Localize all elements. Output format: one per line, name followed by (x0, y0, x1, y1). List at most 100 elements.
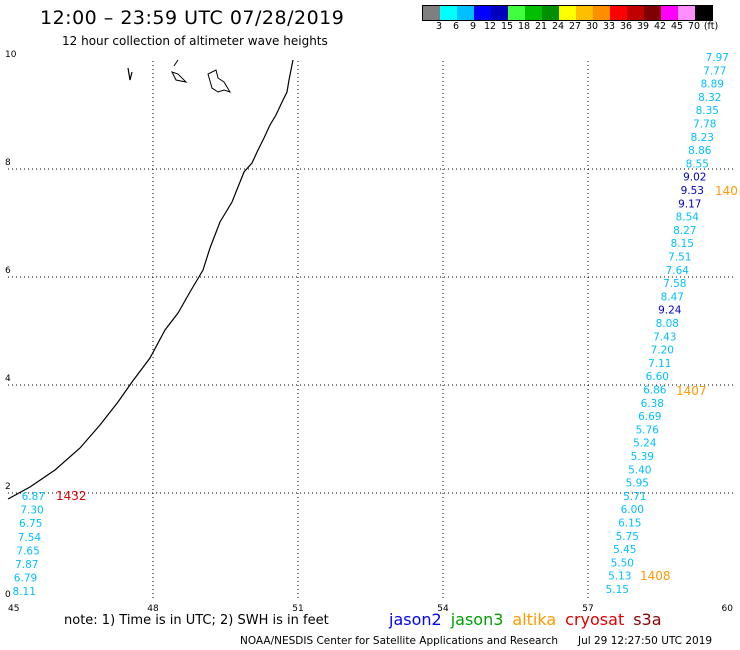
legend-tick-label: 30 (585, 21, 599, 32)
wave-height-label: 6.60 (646, 371, 669, 383)
legend-swatch (542, 6, 559, 20)
x-tick-label: 54 (437, 604, 449, 614)
wave-height-label: 8.15 (671, 238, 694, 250)
track-time-label: 1432 (56, 489, 87, 503)
wave-height-label: 7.64 (666, 265, 690, 277)
legend-swatch (457, 6, 474, 20)
wave-height-label: 6.75 (19, 518, 42, 530)
y-tick-label: 8 (5, 158, 11, 168)
wave-height-label: 9.02 (683, 172, 706, 184)
x-tick-label: 51 (292, 604, 303, 614)
timestamp: Jul 29 12:27:50 UTC 2019 (578, 635, 713, 647)
legend-tick-label: 45 (670, 21, 684, 32)
wave-height-label: 7.97 (706, 52, 729, 64)
legend-tick-label: 70 (687, 21, 701, 32)
x-tick-label: 57 (582, 604, 593, 614)
track-time-label: 1408 (640, 569, 671, 583)
page-subtitle: 12 hour collection of altimeter wave hei… (62, 34, 328, 48)
legend-tick-label: 15 (500, 21, 514, 32)
x-tick-label: 48 (147, 604, 159, 614)
wave-height-label: 8.27 (673, 225, 696, 237)
wave-height-label: 7.54 (18, 532, 42, 544)
y-tick-label: 6 (5, 266, 11, 276)
wave-height-label: 5.50 (611, 557, 634, 569)
legend-tick-label: 39 (636, 21, 650, 32)
legend-tick-label: 33 (602, 21, 616, 32)
satellite-key: jason2 jason3 altika cryosat s3a (389, 610, 671, 629)
satellite-jason2: jason2 (389, 610, 442, 629)
wave-height-label: 6.79 (14, 573, 37, 585)
wave-height-label: 9.17 (678, 198, 701, 210)
wave-height-label: 8.23 (691, 132, 714, 144)
wave-height-label: 6.69 (638, 411, 661, 423)
legend-tick-label: (ft) (703, 21, 719, 32)
y-tick-label: 10 (5, 50, 17, 60)
wave-height-label: 8.47 (661, 291, 684, 303)
wave-height-label: 7.65 (16, 545, 39, 557)
legend-swatch (678, 6, 695, 20)
coastline (7, 59, 294, 500)
wave-height-label: 7.30 (20, 505, 43, 517)
island (127, 67, 133, 81)
wave-height-label: 6.86 (643, 385, 667, 397)
wave-height-label: 8.55 (686, 158, 709, 170)
x-tick-label: 45 (8, 604, 19, 614)
wave-height-label: 8.35 (696, 105, 719, 117)
legend-swatch (525, 6, 542, 20)
legend-tick-label: 3 (435, 21, 443, 32)
legend-swatch (559, 6, 576, 20)
wave-height-label: 8.54 (676, 212, 700, 224)
footer-note: note: 1) Time is in UTC; 2) SWH is in fe… (64, 613, 329, 628)
legend-tick-label: 12 (483, 21, 497, 32)
wave-height-label: 5.75 (616, 531, 639, 543)
island (207, 69, 232, 93)
legend-swatch (593, 6, 610, 20)
wave-height-label: 8.11 (13, 586, 36, 598)
wave-height-label: 5.39 (631, 451, 654, 463)
wave-height-label: 7.11 (648, 358, 671, 370)
legend-swatch (474, 6, 491, 20)
legend-tick-label: 9 (469, 21, 477, 32)
satellite-jason3: jason3 (450, 610, 504, 629)
color-legend (422, 5, 713, 21)
wave-height-label: 5.95 (626, 478, 649, 490)
wave-height-label: 6.87 (22, 491, 45, 503)
wave-height-label: 9.24 (658, 305, 682, 317)
satellite-cryosat: cryosat (565, 610, 625, 629)
y-tick-label: 0 (5, 590, 11, 600)
y-tick-label: 4 (5, 374, 11, 384)
legend-swatch (440, 6, 457, 20)
legend-swatch (661, 6, 678, 20)
legend-swatch (423, 6, 440, 20)
wave-height-label: 7.20 (651, 345, 674, 357)
track-time-label: 1407 (676, 384, 707, 398)
y-tick-label: 2 (5, 482, 11, 492)
wave-height-label: 8.32 (698, 92, 721, 104)
legend-tick-label: 6 (452, 21, 460, 32)
wave-height-label: 5.71 (623, 491, 646, 503)
wave-height-label: 7.43 (653, 331, 676, 343)
wave-height-label: 5.24 (633, 438, 657, 450)
wave-height-label: 7.78 (693, 119, 716, 131)
wave-height-label: 5.45 (613, 544, 636, 556)
legend-swatch (644, 6, 661, 20)
wave-height-label: 5.15 (606, 584, 629, 596)
wave-height-label: 6.38 (641, 398, 664, 410)
legend-swatch (627, 6, 644, 20)
wave-height-label: 5.76 (636, 424, 660, 436)
wave-height-label: 7.77 (703, 65, 726, 77)
island (171, 59, 188, 83)
satellite-s3a: s3a (633, 610, 662, 629)
wave-height-label: 9.53 (681, 185, 704, 197)
legend-swatch (610, 6, 627, 20)
wave-height-label: 8.86 (688, 145, 712, 157)
page-title: 12:00 – 23:59 UTC 07/28/2019 (40, 7, 345, 29)
wave-height-label: 7.87 (15, 559, 38, 571)
legend-tick-label: 42 (653, 21, 667, 32)
wave-height-label: 6.00 (621, 504, 644, 516)
legend-swatch (695, 6, 712, 20)
track-time-label: 140 (715, 184, 738, 198)
wave-height-label: 7.58 (663, 278, 686, 290)
legend-tick-label: 36 (619, 21, 633, 32)
legend-tick-label: 24 (551, 21, 565, 32)
